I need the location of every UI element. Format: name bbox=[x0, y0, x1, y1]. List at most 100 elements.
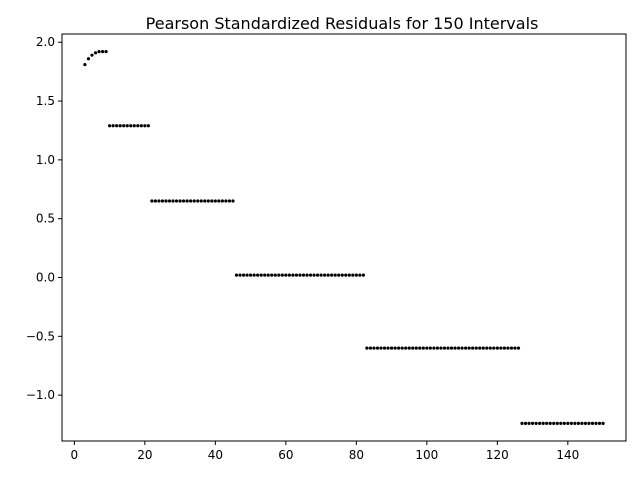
residual-point-82 bbox=[361, 273, 365, 277]
residual-point-72 bbox=[326, 273, 330, 277]
residual-point-134 bbox=[545, 421, 549, 425]
residual-point-69 bbox=[315, 273, 320, 277]
residual-point-36 bbox=[199, 199, 203, 203]
residual-point-21 bbox=[146, 124, 150, 128]
residual-point-52 bbox=[256, 273, 260, 277]
chart-title: Pearson Standardized Residuals for 150 I… bbox=[146, 14, 539, 33]
residual-point-124 bbox=[509, 346, 514, 350]
residual-point-81 bbox=[358, 273, 362, 277]
residual-point-58 bbox=[277, 273, 281, 277]
residual-point-129 bbox=[527, 421, 531, 425]
data-points bbox=[83, 50, 605, 425]
residual-point-94 bbox=[404, 346, 408, 350]
y-tick-label--0.5: −0.5 bbox=[26, 329, 55, 343]
residual-point-83 bbox=[365, 346, 369, 350]
residual-point-7 bbox=[97, 50, 101, 54]
residual-point-6 bbox=[93, 51, 98, 55]
residual-point-107 bbox=[449, 346, 454, 350]
residual-point-95 bbox=[407, 346, 411, 350]
residual-point-9 bbox=[104, 50, 108, 54]
residual-point-145 bbox=[583, 421, 588, 425]
residual-point-55 bbox=[266, 273, 270, 277]
residual-point-92 bbox=[397, 346, 401, 350]
residual-point-18 bbox=[136, 124, 140, 128]
residual-point-138 bbox=[559, 421, 563, 425]
residual-point-119 bbox=[492, 346, 496, 350]
residual-point-97 bbox=[414, 346, 418, 350]
residual-point-63 bbox=[294, 273, 299, 277]
y-tick-label--1: −1.0 bbox=[26, 388, 55, 402]
residual-point-19 bbox=[139, 124, 143, 128]
residual-point-121 bbox=[499, 346, 503, 350]
residual-point-12 bbox=[115, 124, 119, 128]
residual-point-17 bbox=[132, 124, 136, 128]
residual-point-100 bbox=[425, 346, 429, 350]
y-tick-label-0.5: 0.5 bbox=[36, 212, 55, 226]
residual-point-117 bbox=[485, 346, 489, 350]
residual-point-149 bbox=[597, 421, 602, 425]
residual-point-130 bbox=[530, 421, 535, 425]
residual-point-5 bbox=[90, 53, 94, 57]
residual-point-104 bbox=[439, 346, 443, 350]
residual-point-39 bbox=[210, 199, 214, 203]
residual-point-50 bbox=[248, 273, 253, 277]
residual-point-8 bbox=[100, 50, 105, 54]
residual-point-68 bbox=[312, 273, 316, 277]
residual-point-65 bbox=[301, 273, 306, 277]
residual-point-61 bbox=[287, 273, 291, 277]
residual-point-46 bbox=[234, 273, 239, 277]
residual-point-23 bbox=[153, 199, 158, 203]
residual-point-14 bbox=[122, 124, 126, 128]
residual-point-101 bbox=[428, 346, 432, 350]
residual-point-10 bbox=[107, 124, 112, 128]
residual-point-74 bbox=[333, 273, 337, 277]
x-tick-label-140: 140 bbox=[556, 448, 579, 462]
residual-point-67 bbox=[308, 273, 313, 277]
residual-point-34 bbox=[192, 199, 196, 203]
residual-point-106 bbox=[446, 346, 450, 350]
residual-point-84 bbox=[368, 346, 373, 350]
residual-point-120 bbox=[495, 346, 499, 350]
residual-point-48 bbox=[241, 273, 246, 277]
residual-point-16 bbox=[129, 124, 133, 128]
residual-point-150 bbox=[601, 421, 605, 425]
residual-point-56 bbox=[270, 273, 274, 277]
residual-point-125 bbox=[513, 346, 517, 350]
x-tick-label-100: 100 bbox=[415, 448, 438, 462]
y-axis: −1.0 −0.5 0.0 0.5 1.0 1.5 2.0 bbox=[26, 35, 62, 402]
residual-point-132 bbox=[538, 421, 542, 425]
residual-point-147 bbox=[590, 421, 595, 425]
residual-point-99 bbox=[421, 346, 425, 350]
residual-point-75 bbox=[337, 273, 341, 277]
residual-point-80 bbox=[354, 273, 358, 277]
residual-point-22 bbox=[150, 199, 154, 203]
residual-point-111 bbox=[464, 346, 468, 350]
residual-point-109 bbox=[456, 346, 461, 350]
y-tick-label-2: 2.0 bbox=[36, 35, 55, 49]
residual-point-103 bbox=[435, 346, 440, 350]
residual-point-89 bbox=[386, 346, 390, 350]
y-tick-label-1.5: 1.5 bbox=[36, 94, 55, 108]
x-tick-label-0: 0 bbox=[71, 448, 79, 462]
residual-point-70 bbox=[319, 273, 323, 277]
residual-point-42 bbox=[220, 199, 224, 203]
residual-point-32 bbox=[185, 199, 189, 203]
residual-point-31 bbox=[182, 199, 186, 203]
residual-point-71 bbox=[323, 273, 327, 277]
residual-point-79 bbox=[351, 273, 355, 277]
residual-point-143 bbox=[576, 421, 581, 425]
residual-point-66 bbox=[305, 273, 309, 277]
residual-point-112 bbox=[467, 346, 471, 350]
residual-point-60 bbox=[284, 273, 288, 277]
x-tick-label-20: 20 bbox=[137, 448, 152, 462]
x-tick-label-120: 120 bbox=[486, 448, 509, 462]
residual-point-86 bbox=[375, 346, 380, 350]
residual-point-139 bbox=[562, 421, 566, 425]
residual-point-91 bbox=[393, 346, 397, 350]
residual-point-4 bbox=[86, 57, 91, 61]
residual-point-40 bbox=[213, 199, 217, 203]
residual-point-77 bbox=[344, 273, 348, 277]
residual-point-127 bbox=[520, 421, 524, 425]
